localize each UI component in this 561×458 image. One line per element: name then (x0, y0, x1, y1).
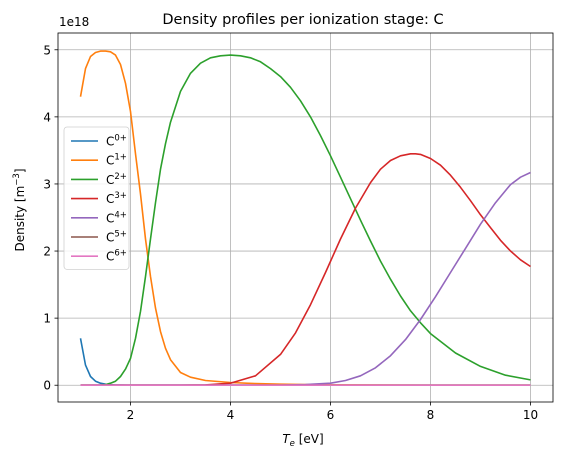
y-offset-label: 1e18 (59, 15, 89, 29)
x-tick-label: 4 (227, 408, 235, 422)
x-axis-label: Te [eV] (282, 432, 323, 449)
x-axis-unit: [eV] (299, 432, 324, 446)
y-axis-close: ] (13, 168, 27, 173)
y-tick-label: 2 (43, 245, 51, 259)
y-axis-label: Density [m−3] (12, 168, 27, 251)
x-tick-label: 6 (327, 408, 335, 422)
x-tick-label: 8 (427, 408, 435, 422)
y-tick-label: 1 (43, 312, 51, 326)
legend-entry: C0+ (106, 134, 127, 149)
legend: C0+ C1+ C2+ C3+ C4+ C5+ C6+ (63, 126, 130, 270)
plot-frame (57, 32, 554, 403)
chart-title: Density profiles per ionization stage: C (162, 12, 443, 28)
legend-entry: C3+ (106, 191, 127, 206)
series-line-2plus (80, 54, 531, 387)
y-tick-label: 0 (43, 379, 51, 393)
y-axis-text: Density [m (13, 186, 27, 252)
grid (58, 33, 553, 402)
legend-entry: C2+ (106, 172, 127, 187)
y-tick-label: 3 (43, 177, 51, 191)
x-axis-subscript: e (290, 439, 295, 449)
legend-entry: C6+ (106, 249, 127, 264)
legend-entry: C4+ (106, 210, 127, 225)
series-line-3plus (80, 153, 531, 387)
axis-ticks: 2 4 6 8 10 0 1 2 3 4 5 (43, 43, 538, 422)
x-axis-symbol: T (282, 432, 291, 446)
legend-entry: C5+ (106, 230, 127, 245)
plot-lines (79, 50, 531, 387)
x-tick-label: 10 (523, 408, 538, 422)
y-tick-label: 5 (43, 43, 51, 57)
y-tick-label: 4 (43, 110, 51, 124)
y-axis-exponent: −3 (12, 173, 22, 186)
legend-entry: C1+ (106, 153, 127, 168)
x-tick-label: 2 (127, 408, 135, 422)
series-line-1plus (79, 50, 531, 387)
